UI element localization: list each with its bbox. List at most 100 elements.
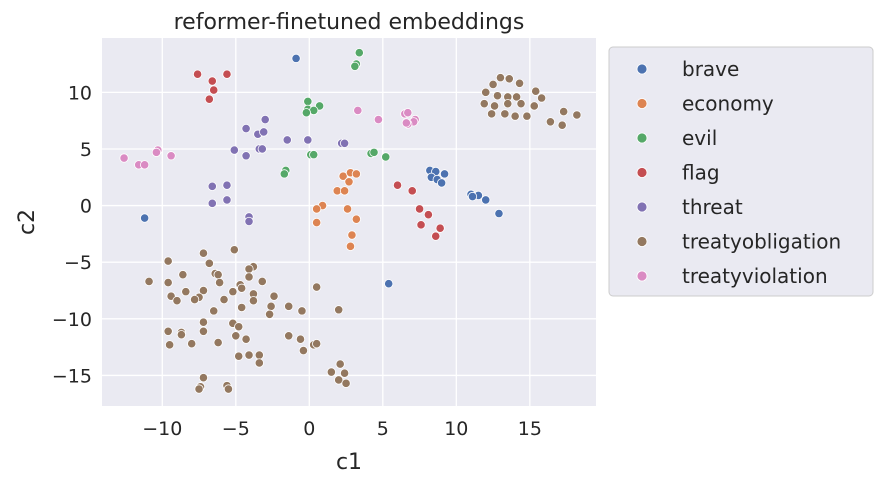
data-point-treatyobligation	[339, 368, 350, 378]
data-point-treatyobligation	[334, 375, 344, 385]
data-point-treatyobligation	[198, 285, 209, 296]
data-point-threat	[229, 145, 239, 155]
data-point-treatyobligation	[312, 282, 322, 292]
data-point-flag	[192, 69, 203, 79]
data-point-treatyobligation	[488, 79, 498, 90]
data-point-brave	[437, 178, 447, 188]
data-point-treatyobligation	[334, 305, 344, 315]
data-points	[119, 48, 582, 394]
data-point-treatyobligation	[176, 330, 186, 340]
legend-marker-treatyobligation	[636, 236, 648, 247]
data-point-treatyobligation	[284, 301, 294, 311]
series-evil	[279, 48, 391, 179]
data-point-treatyobligation	[213, 337, 223, 348]
data-point-treatyobligation	[284, 331, 294, 341]
legend-marker-flag	[636, 167, 648, 178]
data-point-treatyobligation	[241, 334, 251, 344]
data-point-treatyobligation	[481, 87, 491, 97]
data-point-treatyobligation	[254, 358, 264, 368]
legend-label-brave: brave	[682, 57, 739, 81]
plot-background	[102, 38, 596, 406]
data-point-brave	[384, 279, 394, 289]
data-point-threat	[207, 198, 217, 208]
data-point-threat	[207, 181, 217, 191]
data-point-treatyobligation	[163, 326, 173, 336]
legend: brave economy evil flag threat treatyobligati…	[608, 46, 874, 297]
data-point-treatyobligation	[500, 109, 510, 119]
series-threat	[207, 114, 350, 227]
data-point-treatyobligation	[529, 101, 539, 111]
data-point-treatyobligation	[510, 111, 520, 121]
data-point-flag	[423, 210, 433, 220]
data-point-threat	[303, 135, 313, 145]
data-point-evil	[303, 96, 313, 107]
legend-label-threat: threat	[682, 195, 743, 219]
data-point-treatyobligation	[266, 301, 276, 311]
y-tick-label: 5	[80, 139, 92, 161]
data-point-threat	[260, 114, 270, 125]
data-point-treatyobligation	[237, 283, 247, 293]
data-point-economy	[347, 230, 357, 240]
data-point-threat	[257, 144, 267, 154]
data-point-treatyviolation	[151, 147, 161, 157]
data-point-treatyviolation	[353, 105, 363, 116]
data-point-treatyobligation	[312, 339, 322, 349]
data-point-evil	[309, 150, 319, 160]
data-point-treatyobligation	[545, 117, 556, 127]
data-point-treatyobligation	[341, 378, 351, 388]
data-point-treatyviolation	[140, 160, 150, 170]
data-point-treatyobligation	[231, 331, 241, 341]
data-point-evil	[301, 108, 311, 118]
legend-label-treatyobligation: treatyobligation	[682, 230, 841, 254]
data-point-treatyobligation	[492, 91, 503, 101]
x-tick-label: 15	[518, 418, 542, 440]
data-point-treatyobligation	[297, 306, 307, 316]
data-point-flag	[407, 186, 417, 196]
data-point-threat	[259, 127, 269, 137]
data-point-treatyobligation	[244, 272, 254, 282]
y-tick-label: −5	[64, 252, 92, 274]
data-point-treatyobligation	[237, 302, 247, 313]
data-point-treatyobligation	[178, 270, 188, 280]
data-point-treatyobligation	[503, 99, 513, 109]
y-tick-label: −15	[52, 365, 92, 387]
data-point-threat	[241, 123, 251, 134]
legend-box	[608, 46, 874, 297]
legend-label-evil: evil	[682, 126, 717, 150]
data-point-treatyobligation	[172, 296, 182, 306]
data-point-flag	[416, 220, 426, 230]
x-tick-label: 0	[303, 418, 315, 440]
legend-marker-treatyviolation	[636, 270, 648, 282]
data-point-evil	[369, 147, 379, 157]
y-tick-labels: −15 −10 −5 0 5 10	[52, 82, 92, 387]
data-point-treatyobligation	[504, 74, 514, 84]
data-point-treatyobligation	[572, 110, 582, 120]
data-point-treatyobligation	[531, 86, 541, 96]
data-point-economy	[342, 204, 353, 214]
data-point-treatyobligation	[215, 277, 225, 288]
data-point-flag	[222, 69, 232, 79]
data-point-treatyobligation	[204, 258, 214, 268]
data-point-flag	[431, 231, 441, 241]
data-point-treatyviolation	[373, 114, 384, 125]
data-point-economy	[338, 171, 348, 181]
data-point-treatyobligation	[198, 326, 209, 336]
data-point-brave	[140, 213, 150, 223]
data-point-treatyobligation	[198, 248, 209, 258]
x-tick-label: 5	[377, 418, 389, 440]
data-point-treatyobligation	[163, 256, 173, 266]
data-point-treatyviolation	[166, 151, 176, 161]
y-tick-label: −10	[52, 309, 92, 331]
x-axis-label: c1	[336, 450, 362, 475]
data-point-threat	[244, 216, 254, 227]
data-point-brave	[439, 169, 450, 179]
data-point-threat	[339, 138, 350, 148]
data-point-threat	[241, 151, 251, 161]
legend-marker-brave	[636, 63, 648, 75]
data-point-evil	[350, 61, 360, 71]
data-point-treatyobligation	[244, 264, 254, 274]
data-point-treatyobligation	[495, 73, 506, 83]
data-point-treatyviolation	[119, 153, 129, 163]
y-tick-label: 0	[80, 196, 92, 218]
x-tick-labels: −10 −5 0 5 10 15	[142, 418, 542, 440]
